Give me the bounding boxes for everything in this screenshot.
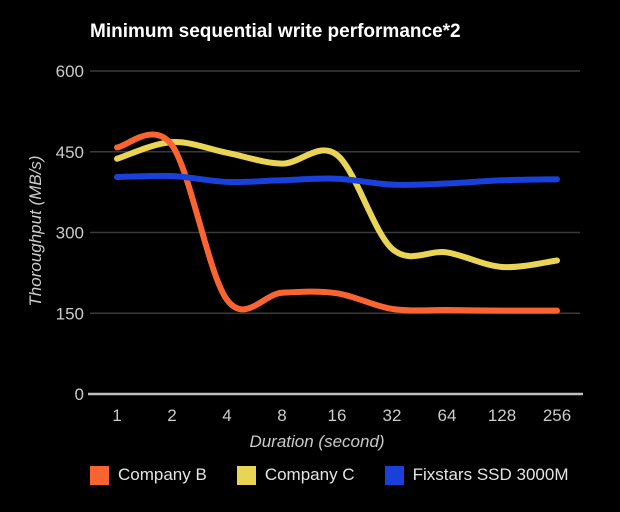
series-line-company-c bbox=[114, 139, 560, 271]
x-tick-label: 256 bbox=[543, 406, 571, 425]
legend-label-company-c: Company C bbox=[264, 465, 355, 484]
x-axis-title: Duration (second) bbox=[249, 432, 385, 451]
x-tick-label: 16 bbox=[328, 406, 347, 425]
x-tick-label: 32 bbox=[383, 406, 402, 425]
y-tick-label: 600 bbox=[56, 62, 84, 81]
x-tick-label: 1 bbox=[112, 406, 121, 425]
y-tick-label: 450 bbox=[56, 143, 84, 162]
x-tick-label: 128 bbox=[488, 406, 516, 425]
legend: Company B Company C Fixstars SSD 3000M bbox=[90, 465, 568, 485]
y-tick-label: 150 bbox=[56, 304, 84, 323]
x-tick-label: 4 bbox=[222, 406, 231, 425]
fixstars-swatch-icon bbox=[384, 465, 404, 485]
plot-area: 600 450 300 150 0 1 2 4 8 16 32 64 128 256 bbox=[56, 62, 583, 425]
legend-label-company-b: Company B bbox=[118, 465, 207, 484]
legend-item-company-c: Company C bbox=[236, 465, 355, 485]
x-tick-label: 64 bbox=[438, 406, 457, 425]
y-tick-label: 300 bbox=[56, 224, 84, 243]
series-line-fixstars-ssd-3000m bbox=[114, 172, 560, 188]
chart-title: Minimum sequential write performance*2 bbox=[90, 21, 461, 42]
x-tick-label: 8 bbox=[277, 406, 286, 425]
series-line-company-b bbox=[114, 131, 560, 314]
legend-label-fixstars: Fixstars SSD 3000M bbox=[412, 465, 569, 484]
legend-item-fixstars: Fixstars SSD 3000M bbox=[384, 465, 569, 485]
company-c-swatch-icon bbox=[236, 465, 256, 485]
y-tick-label: 0 bbox=[75, 385, 84, 404]
legend-item-company-b: Company B bbox=[90, 465, 207, 485]
x-tick-label: 2 bbox=[167, 406, 176, 425]
company-b-swatch-icon bbox=[90, 465, 109, 485]
